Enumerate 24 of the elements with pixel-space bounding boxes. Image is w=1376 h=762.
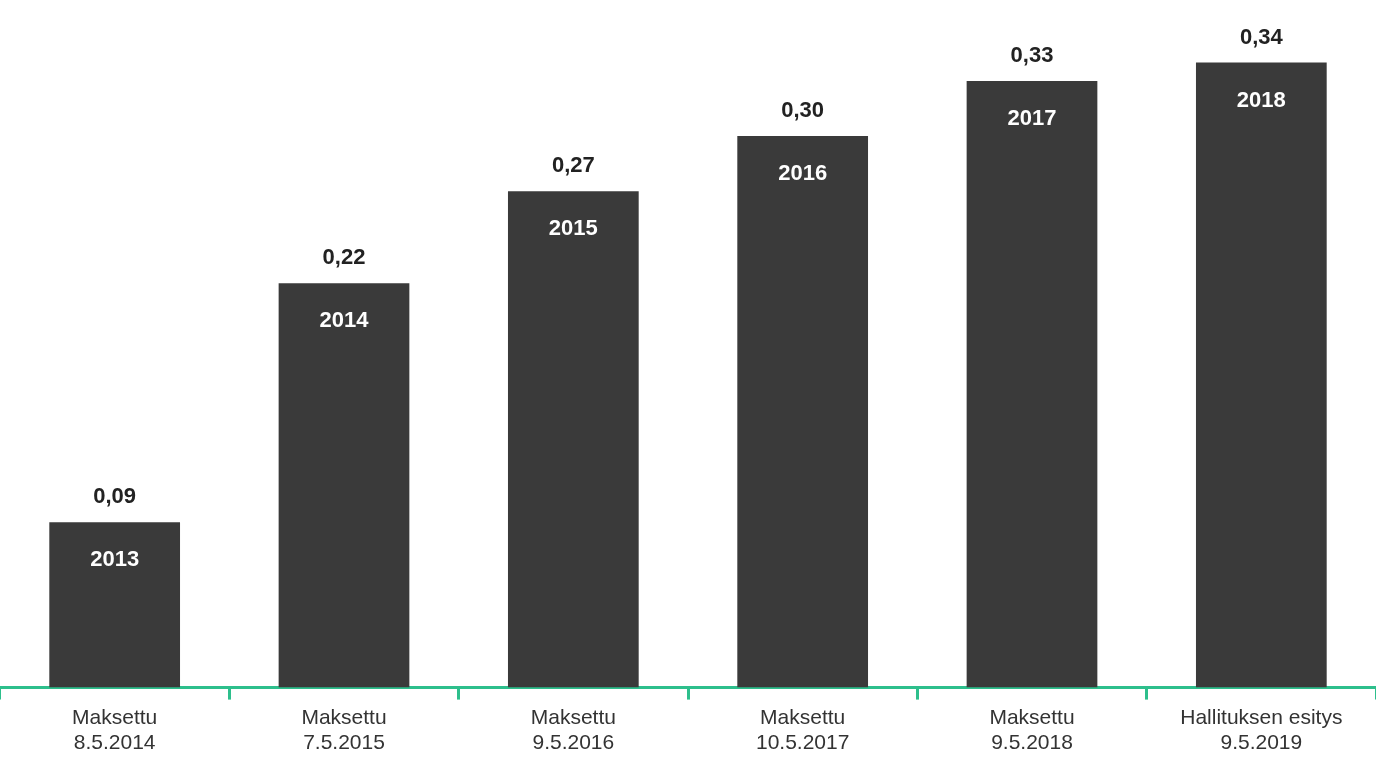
annotation: 2018	[1236, 86, 1286, 112]
data-label: 0,09	[93, 483, 137, 509]
data-label: 0,33	[1010, 41, 1054, 67]
annotation: 2015	[548, 215, 598, 241]
bar	[507, 191, 639, 688]
data-label: 0,34	[1239, 23, 1284, 49]
annotation: 2017	[1007, 104, 1057, 130]
bar	[737, 136, 869, 688]
x-tick-label: Maksettu 7.5.2015	[301, 705, 387, 754]
data-label: 0,22	[322, 244, 366, 270]
bar	[966, 80, 1098, 688]
annotation: 2013	[90, 546, 140, 572]
x-tick-label: Maksettu 10.5.2017	[755, 705, 850, 754]
bar	[278, 283, 410, 688]
data-label: 0,27	[551, 152, 595, 178]
data-label: 0,30	[781, 97, 825, 123]
bar	[1195, 62, 1327, 688]
x-tick-label: Maksettu 9.5.2018	[989, 705, 1075, 754]
x-tick-label: Maksettu 9.5.2016	[530, 705, 616, 754]
annotation: 2016	[778, 160, 828, 186]
x-tick-label: Maksettu 8.5.2014	[72, 705, 158, 754]
bar	[49, 522, 181, 688]
x-tick-label: Hallituksen esitys 9.5.2019	[1180, 705, 1343, 754]
annotation: 2014	[319, 307, 370, 333]
